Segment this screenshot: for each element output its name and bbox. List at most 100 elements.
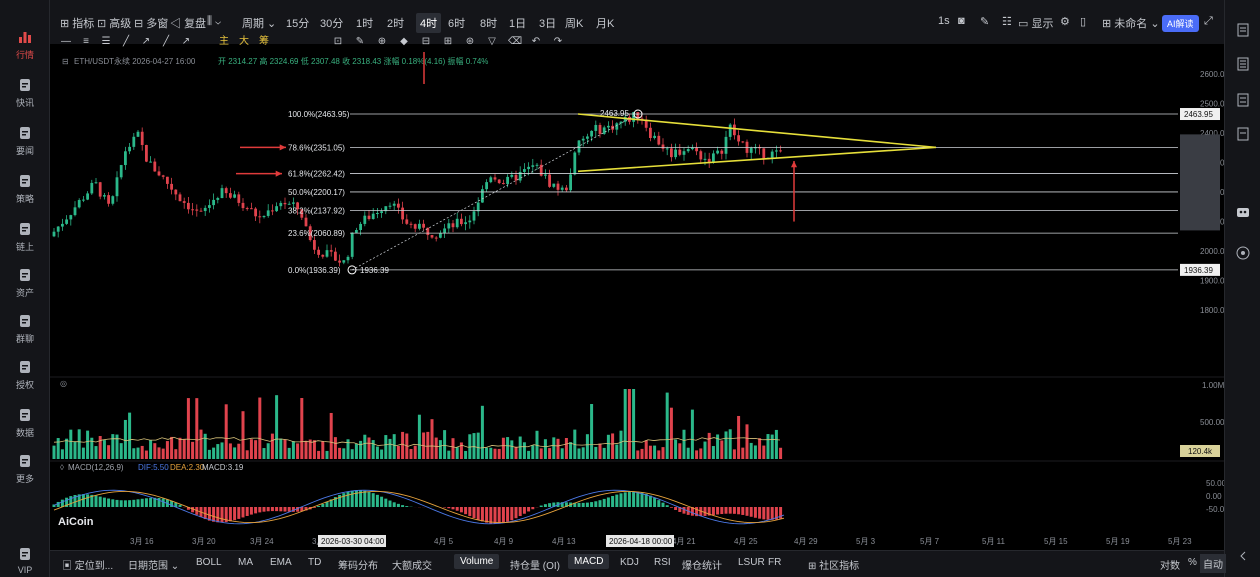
indicator-tab-8[interactable]: MACD xyxy=(568,554,610,569)
pen-icon[interactable]: ✎ xyxy=(980,16,990,28)
locate-button[interactable]: ▣ 定位到... xyxy=(62,561,114,572)
volume-settings-icon[interactable]: ◎ xyxy=(60,379,67,388)
magnet-tool-icon[interactable]: ⌫ xyxy=(508,36,523,47)
sidebar-item-6[interactable]: 群聊 xyxy=(0,306,50,352)
fullscreen-icon[interactable]: ⤢ xyxy=(1204,15,1213,27)
timeframe-6[interactable]: 8时 xyxy=(480,18,498,30)
chart-type-button[interactable]: ⫼ ⌄ xyxy=(207,15,222,27)
overlay-tool-2[interactable]: 筹 xyxy=(259,36,269,47)
indicator-tab-6[interactable]: Volume xyxy=(454,554,500,569)
camera-icon[interactable]: ◙ xyxy=(958,15,965,27)
channel-tool-icon[interactable]: ☰ xyxy=(101,36,111,47)
indicator-tab-3[interactable]: TD xyxy=(308,557,322,568)
indicator-tab-12[interactable]: LSUR xyxy=(738,557,765,568)
sidebar-item-0[interactable]: 行情 xyxy=(0,22,50,68)
scale-option-1[interactable]: % xyxy=(1188,557,1197,568)
triangle-lower-line[interactable] xyxy=(577,146,937,173)
timeframe-9[interactable]: 周K xyxy=(565,18,584,30)
timeframe-8[interactable]: 3日 xyxy=(539,18,557,30)
indicator-tab-11[interactable]: 爆仓统计 xyxy=(682,561,722,572)
display-button[interactable]: ▭ 显示 xyxy=(1018,18,1054,30)
bell-icon[interactable]: ◊ xyxy=(60,463,64,472)
volume-bar xyxy=(497,448,501,459)
indicator-tab-13[interactable]: FR xyxy=(768,557,782,568)
chart-svg[interactable]: ETH/USDT永续 2026-04-27 16:00 开 2314.27 高 … xyxy=(50,38,1229,550)
sidebar-item-1[interactable]: 快讯 xyxy=(0,70,50,116)
overlay-tool-0[interactable]: 主 xyxy=(219,36,229,47)
document-icon[interactable] xyxy=(1235,22,1251,38)
timeframe-4[interactable]: 4时 xyxy=(416,13,442,33)
fib-tool-icon[interactable]: ⊡ xyxy=(333,36,343,47)
timeframe-0[interactable]: 15分 xyxy=(286,18,310,30)
fib-anchor-high[interactable] xyxy=(633,109,643,119)
shape-tool-icon[interactable]: ▽ xyxy=(488,36,496,47)
hline-tool-icon[interactable]: — xyxy=(61,36,71,47)
trendline-tool-icon[interactable]: ╱ xyxy=(122,36,130,47)
robot-icon[interactable] xyxy=(1235,204,1251,220)
overlay-tool-1[interactable]: 大 xyxy=(239,36,249,47)
settings-icon[interactable]: ⚙ xyxy=(1060,16,1070,28)
trades-icon[interactable] xyxy=(1235,126,1251,142)
orderbook-icon[interactable] xyxy=(1235,92,1251,108)
cut-tool-icon[interactable]: ⊕ xyxy=(377,36,387,47)
date-range-dropdown[interactable]: 日期范围 ⌄ xyxy=(128,561,180,572)
timeframe-2[interactable]: 1时 xyxy=(356,18,374,30)
indicator-tab-7[interactable]: 持仓量 (OI) xyxy=(510,561,560,572)
chart-area[interactable]: ETH/USDT永续 2026-04-27 16:00 开 2314.27 高 … xyxy=(50,38,1229,577)
scale-option-0[interactable]: 对数 xyxy=(1160,561,1180,572)
collapse-icon[interactable]: ⊟ xyxy=(62,57,69,66)
replay-button[interactable]: ◁ 复盘 xyxy=(170,18,207,30)
scale-option-2[interactable]: 自动 xyxy=(1200,554,1226,573)
timeframe-5[interactable]: 6时 xyxy=(448,18,466,30)
timeframe-10[interactable]: 月K xyxy=(596,18,615,30)
candle-body xyxy=(565,187,568,191)
sidebar-item-label: 授权 xyxy=(15,380,34,390)
compass-icon[interactable] xyxy=(1235,245,1251,261)
text-tool-icon[interactable]: ⊛ xyxy=(465,36,475,47)
template-dropdown[interactable]: ⊞ 未命名 ⌄ xyxy=(1102,18,1160,30)
fib-anchor-low[interactable] xyxy=(347,265,357,275)
arrow-tool-icon[interactable]: ↗ xyxy=(181,36,191,47)
indicators-button[interactable]: ⊞ 指标 xyxy=(60,18,95,30)
indicator-tab-1[interactable]: MA xyxy=(238,557,253,568)
macd-bar xyxy=(552,502,556,507)
period-dropdown[interactable]: 周期 ⌄ xyxy=(242,18,277,30)
ai-interpret-button[interactable]: AI解读 xyxy=(1162,15,1199,32)
sidebar-item-7[interactable]: 授权 xyxy=(0,352,50,398)
list-icon[interactable] xyxy=(1235,56,1251,72)
ray-tool-icon[interactable]: ↗ xyxy=(141,36,151,47)
sidebar-item-10[interactable]: VIP xyxy=(0,539,50,577)
sliders-icon[interactable]: ☷ xyxy=(1002,16,1012,28)
layout-icon[interactable]: ▯ xyxy=(1080,16,1087,28)
timeframe-3[interactable]: 2时 xyxy=(387,18,405,30)
sidebar-item-4[interactable]: 链上 xyxy=(0,214,50,260)
indicator-tab-0[interactable]: BOLL xyxy=(196,557,222,568)
collapse-panel-icon[interactable] xyxy=(1235,548,1251,564)
hlines-tool-icon[interactable]: ≡ xyxy=(83,36,89,47)
indicator-tab-4[interactable]: 筹码分布 xyxy=(338,561,378,572)
indicator-tab-5[interactable]: 大额成交 xyxy=(392,561,432,572)
volume-bar xyxy=(207,449,211,459)
refresh-rate[interactable]: 1s xyxy=(938,15,950,27)
sidebar-item-2[interactable]: 要闻 xyxy=(0,118,50,164)
lock-tool-icon[interactable]: ↶ xyxy=(531,36,541,47)
measure-tool-icon[interactable]: ◆ xyxy=(400,36,408,47)
hide-tool-icon[interactable]: ↷ xyxy=(553,36,563,47)
indicator-tab-9[interactable]: KDJ xyxy=(620,557,639,568)
line-tool-icon[interactable]: ✎ xyxy=(355,36,365,47)
sidebar-item-3[interactable]: 策略 xyxy=(0,166,50,212)
brush-tool-icon[interactable]: ⊞ xyxy=(443,36,453,47)
advanced-button[interactable]: ⊡ 高级 xyxy=(97,18,132,30)
indicator-tab-2[interactable]: EMA xyxy=(270,557,292,568)
timeframe-7[interactable]: 1日 xyxy=(509,18,527,30)
multi-window-button[interactable]: ⊟ 多窗 xyxy=(134,18,169,30)
indicator-tab-14[interactable]: ⊞ 社区指标 xyxy=(808,561,860,572)
zoom-tool-icon[interactable]: ⊟ xyxy=(421,36,431,47)
sidebar-item-5[interactable]: 资产 xyxy=(0,260,50,306)
triangle-upper-line[interactable] xyxy=(577,113,937,149)
indicator-tab-10[interactable]: RSI xyxy=(654,557,671,568)
segment-tool-icon[interactable]: ╱ xyxy=(162,36,170,47)
sidebar-item-8[interactable]: 数据 xyxy=(0,400,50,446)
sidebar-item-9[interactable]: 更多 xyxy=(0,446,50,492)
timeframe-1[interactable]: 30分 xyxy=(320,18,344,30)
